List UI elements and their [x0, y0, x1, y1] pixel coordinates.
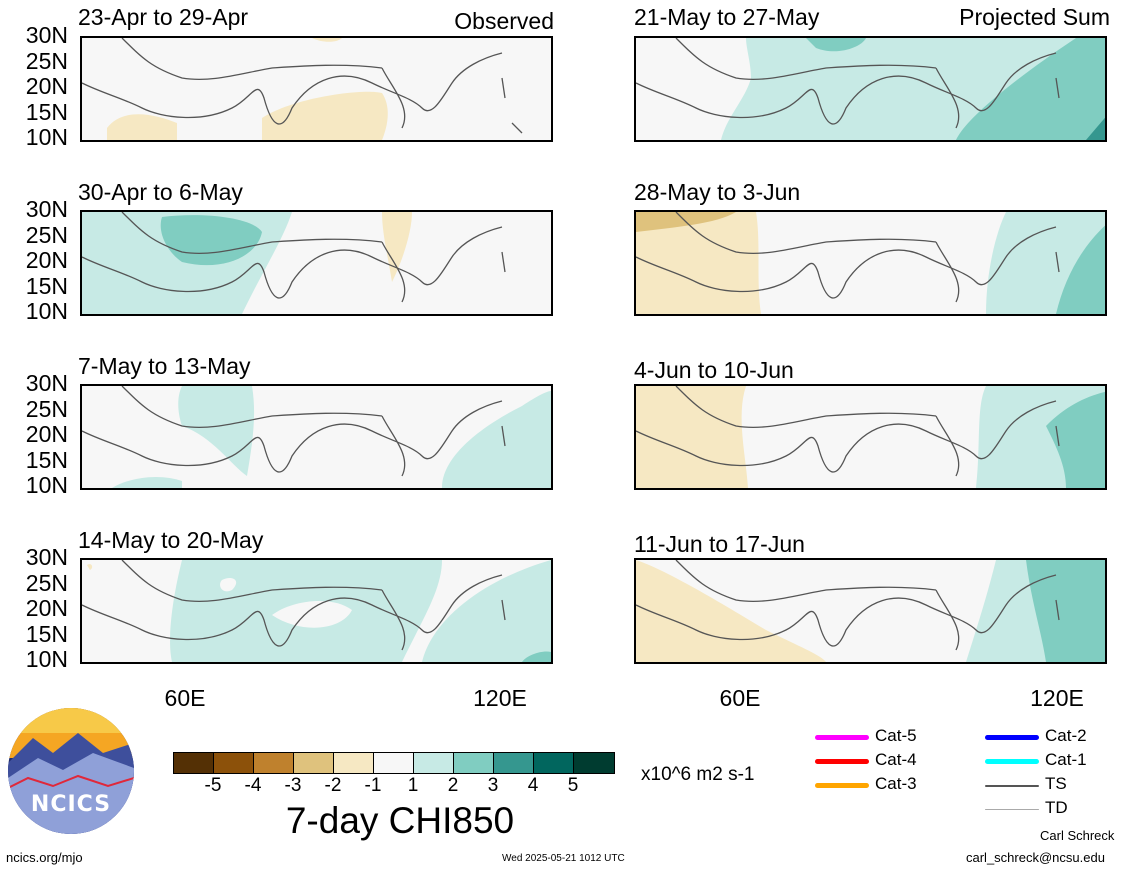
map-field	[636, 38, 1105, 140]
map-panel	[80, 210, 553, 316]
colorbar-tick-label: 2	[447, 775, 459, 796]
legend-line	[985, 785, 1039, 787]
colorbar-tick-label: -3	[284, 775, 302, 796]
y-axis-label: 20N	[25, 73, 68, 99]
colorbar-swatch	[334, 753, 374, 773]
panel-title: 23-Apr to 29-Apr	[78, 4, 249, 30]
colorbar-swatch	[414, 753, 454, 773]
map-field	[82, 38, 523, 140]
footer-author: Carl Schreck	[1040, 828, 1115, 843]
map-field	[636, 212, 1105, 314]
y-axis-label: 30N	[25, 196, 68, 222]
y-axis-label: 30N	[25, 544, 68, 570]
colorbar-title: 7-day CHI850	[285, 800, 515, 841]
map-field	[636, 560, 1105, 662]
y-axis-label: 30N	[25, 370, 68, 396]
x-axis-label: 120E	[1030, 685, 1084, 711]
legend-line	[815, 735, 869, 740]
ncics-logo: NCICS	[8, 708, 134, 834]
map-field	[636, 386, 1105, 488]
panel-label-observed: Observed	[454, 8, 554, 34]
colorbar	[173, 752, 615, 774]
map-panel	[634, 210, 1107, 316]
colorbar-tick-label: -5	[204, 775, 222, 796]
panel-label-projected: Projected Sum	[959, 4, 1110, 30]
y-axis-label: 25N	[25, 395, 68, 422]
colorbar-tick-label: -1	[364, 775, 382, 796]
y-axis-label: 25N	[25, 221, 68, 248]
legend-line	[985, 809, 1039, 810]
legend-line	[985, 735, 1039, 740]
map-field	[82, 212, 506, 314]
colorbar-swatch	[254, 753, 294, 773]
colorbar-swatch	[534, 753, 574, 773]
legend-label: TD	[1045, 798, 1068, 817]
footer-timestamp: Wed 2025-05-21 1012 UTC	[502, 853, 625, 864]
colorbar-tick-label: -2	[324, 775, 342, 796]
map-panel	[634, 384, 1107, 490]
legend-label: Cat-3	[875, 774, 917, 793]
legend-label: Cat-2	[1045, 726, 1087, 745]
panel-title: 21-May to 27-May	[634, 4, 820, 30]
panel-title: 11-Jun to 17-Jun	[634, 531, 805, 557]
colorbar-tick-label: -4	[244, 775, 262, 796]
footer-website[interactable]: ncics.org/mjo	[6, 850, 83, 865]
legend-line	[815, 783, 869, 788]
footer-email: carl_schreck@ncsu.edu	[966, 850, 1105, 865]
colorbar-tick-label: 1	[407, 775, 419, 796]
y-axis-label: 30N	[25, 22, 68, 48]
x-axis-label: 60E	[164, 685, 206, 711]
colorbar-tick-label: 5	[567, 775, 579, 796]
y-axis-label: 15N	[25, 620, 68, 647]
colorbar-swatch	[574, 753, 614, 773]
colorbar-swatch	[174, 753, 214, 773]
panel-title: 14-May to 20-May	[78, 527, 264, 553]
colorbar-units: x10^6 m2 s-1	[641, 764, 755, 785]
legend-label: Cat-5	[875, 726, 917, 745]
logo-text: NCICS	[30, 792, 112, 817]
map-panel	[634, 558, 1107, 664]
y-axis-label: 20N	[25, 595, 68, 621]
y-axis-label: 10N	[25, 298, 68, 324]
map-panel	[80, 36, 553, 142]
colorbar-swatch	[494, 753, 534, 773]
colorbar-tick-label: 4	[527, 775, 539, 796]
panel-title: 30-Apr to 6-May	[78, 179, 243, 205]
x-axis-label: 60E	[719, 685, 761, 711]
y-axis-label: 25N	[25, 569, 68, 596]
y-axis-label: 20N	[25, 421, 68, 447]
y-axis-label: 25N	[25, 47, 68, 74]
colorbar-swatch	[214, 753, 254, 773]
map-field	[82, 386, 551, 488]
panel-title: 4-Jun to 10-Jun	[634, 357, 794, 383]
legend-label: Cat-4	[875, 750, 917, 769]
y-axis-label: 20N	[25, 247, 68, 273]
y-axis-label: 15N	[25, 272, 68, 299]
colorbar-swatch	[454, 753, 494, 773]
map-panel	[634, 36, 1107, 142]
colorbar-tick-label: 3	[487, 775, 499, 796]
colorbar-swatch	[374, 753, 414, 773]
y-axis-label: 10N	[25, 646, 68, 672]
x-axis-label: 120E	[473, 685, 527, 711]
map-panel	[80, 384, 553, 490]
map-field	[82, 560, 551, 662]
legend-line	[815, 759, 869, 764]
y-axis-label: 15N	[25, 446, 68, 473]
panel-title: 28-May to 3-Jun	[634, 179, 801, 205]
y-axis-label: 10N	[25, 124, 68, 150]
y-axis-label: 10N	[25, 472, 68, 498]
panel-title: 7-May to 13-May	[78, 353, 251, 379]
legend-label: TS	[1045, 774, 1067, 793]
legend-label: Cat-1	[1045, 750, 1087, 769]
legend-line	[985, 759, 1039, 764]
colorbar-swatch	[294, 753, 334, 773]
map-panel	[80, 558, 553, 664]
y-axis-label: 15N	[25, 98, 68, 125]
